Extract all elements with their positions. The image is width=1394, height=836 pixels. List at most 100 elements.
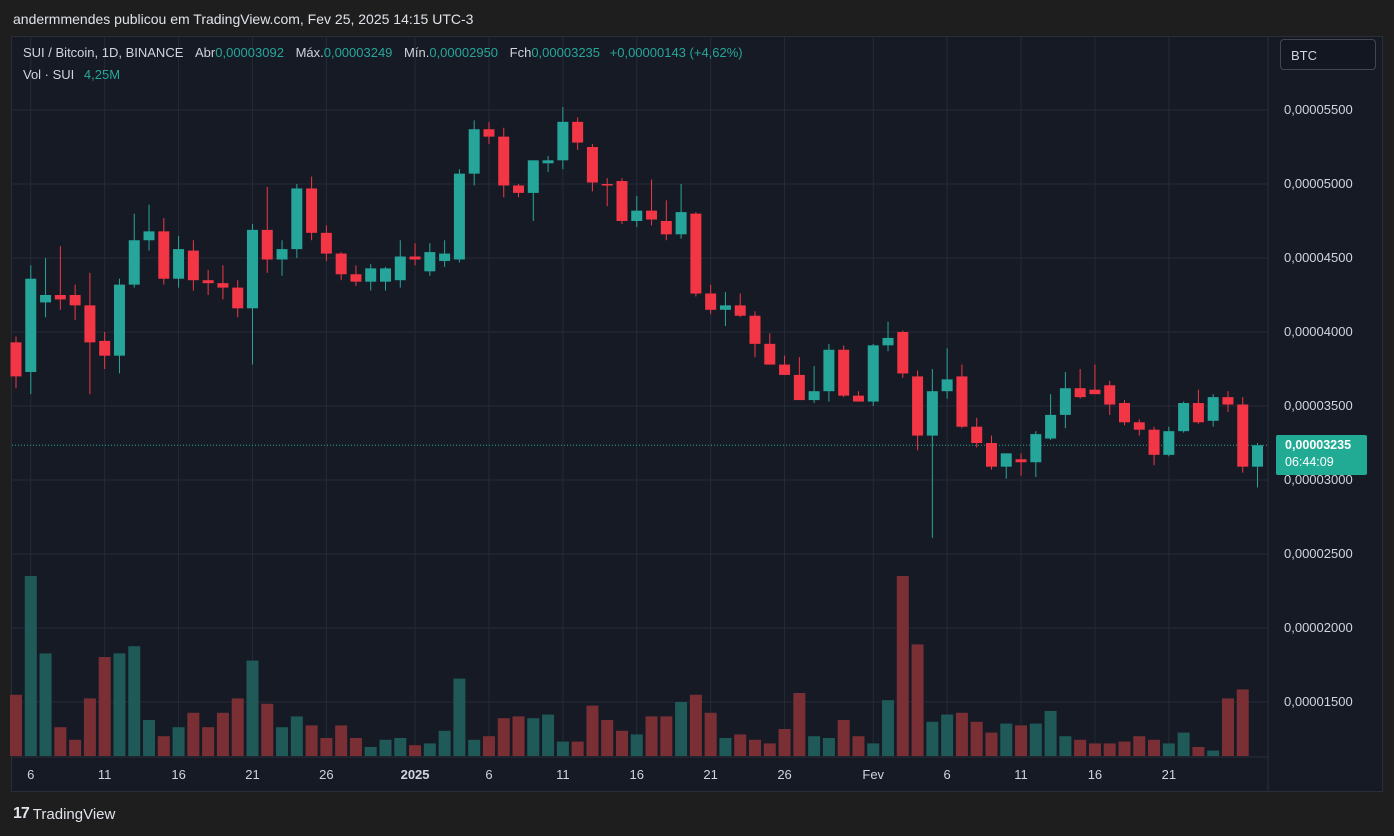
- candle-body: [453, 173, 465, 260]
- volume-bar: [10, 694, 22, 756]
- candle-body: [586, 147, 598, 183]
- volume-bar: [423, 743, 436, 756]
- symbol-label[interactable]: SUI / Bitcoin, 1D, BINANCE: [23, 45, 184, 60]
- candle-body: [143, 231, 155, 241]
- candle-body: [1074, 388, 1086, 398]
- volume-bar: [1207, 750, 1220, 756]
- tradingview-logo-icon: 17: [13, 805, 30, 822]
- candle-body: [350, 274, 362, 282]
- y-tick-label: 0,00005500: [1284, 102, 1353, 117]
- close-label: Fch: [509, 45, 532, 60]
- candle-body: [10, 342, 22, 377]
- volume-bar: [1133, 736, 1146, 756]
- candle-body: [660, 221, 672, 235]
- attribution-bar: andermmendes publicou em TradingView.com…: [0, 0, 1394, 36]
- candle-body: [1207, 397, 1219, 421]
- low-label: Mín.: [404, 45, 430, 60]
- volume-bar: [926, 721, 939, 756]
- y-tick-label: 0,00004000: [1284, 324, 1353, 339]
- volume-bar: [349, 738, 362, 756]
- volume-bar: [837, 720, 850, 756]
- candle-body: [897, 332, 909, 374]
- candle-body: [113, 284, 125, 356]
- volume-bar: [882, 700, 895, 756]
- candle-body: [646, 210, 658, 220]
- volume-bar: [276, 727, 289, 756]
- candle-body: [985, 443, 997, 467]
- candle-body: [675, 212, 687, 235]
- candle-body: [335, 253, 347, 275]
- candle-body: [749, 315, 761, 344]
- x-tick-label: 21: [245, 767, 259, 782]
- volume-bar: [143, 720, 156, 756]
- candle-body: [1059, 388, 1071, 415]
- high-label: Máx.: [295, 45, 324, 60]
- volume-bar: [1000, 723, 1013, 756]
- volume-bar: [1118, 741, 1131, 756]
- volume-bar: [675, 702, 688, 756]
- candle-body: [926, 391, 938, 436]
- volume-bar: [305, 725, 318, 756]
- volume-bar: [1088, 743, 1101, 756]
- y-tick-label: 0,00004500: [1284, 250, 1353, 265]
- candle-body: [1133, 422, 1145, 430]
- candle-body: [527, 160, 539, 193]
- volume-legend: Vol · SUI 4,25M: [23, 67, 120, 82]
- currency-button[interactable]: BTC: [1280, 39, 1376, 70]
- volume-bar: [512, 716, 525, 756]
- volume-bar: [261, 703, 274, 756]
- volume-bar: [822, 738, 835, 756]
- volume-bar: [763, 743, 776, 756]
- volume-bar: [808, 736, 821, 756]
- volume-bar: [911, 644, 924, 756]
- candle-body: [1178, 403, 1190, 432]
- volume-bar: [689, 694, 702, 756]
- x-tick-label: 2025: [401, 767, 430, 782]
- candle-body: [616, 181, 628, 221]
- x-tick-label: 11: [556, 767, 570, 782]
- candle-body: [941, 379, 953, 392]
- footer-brand[interactable]: 17 TradingView: [13, 805, 115, 823]
- bar-countdown: 06:44:09: [1285, 455, 1334, 469]
- volume-bar: [586, 705, 599, 756]
- candle-body: [291, 188, 303, 250]
- volume-bar: [867, 743, 880, 756]
- candle-body: [25, 278, 37, 372]
- volume-bar: [54, 727, 67, 756]
- x-tick-label: 26: [319, 767, 333, 782]
- chart-panel[interactable]: [11, 36, 1383, 792]
- candle-body: [158, 231, 170, 279]
- candle-body: [852, 395, 864, 402]
- volume-bar: [172, 727, 185, 756]
- volume-label[interactable]: Vol · SUI: [23, 67, 75, 82]
- candle-body: [276, 249, 288, 260]
- x-tick-label: 11: [1014, 767, 1028, 782]
- volume-bar: [202, 727, 215, 756]
- candle-body: [542, 160, 554, 164]
- candle-body: [867, 345, 879, 402]
- volume-bar: [24, 576, 37, 756]
- volume-bar: [734, 734, 747, 756]
- candle-body: [1089, 389, 1101, 395]
- candle-body: [838, 349, 850, 396]
- x-tick-label: 11: [98, 767, 112, 782]
- volume-bar: [793, 693, 806, 756]
- volume-bar: [941, 714, 954, 756]
- volume-bar: [645, 716, 658, 756]
- brand-name: TradingView: [32, 805, 116, 823]
- x-tick-label: 6: [27, 767, 34, 782]
- volume-value: 4,25M: [83, 67, 121, 82]
- x-tick-label: 26: [777, 767, 791, 782]
- candle-body: [217, 283, 229, 288]
- high-value: 0,00003249: [323, 45, 393, 60]
- candle-body: [380, 268, 391, 282]
- candle-body: [99, 340, 111, 356]
- candle-body: [1222, 397, 1234, 405]
- volume-bar: [364, 747, 377, 756]
- candle-body: [1104, 385, 1116, 405]
- candle-body: [187, 250, 199, 281]
- volume-bar: [955, 712, 968, 756]
- y-tick-label: 0,00002500: [1284, 546, 1353, 561]
- candle-body: [306, 188, 318, 233]
